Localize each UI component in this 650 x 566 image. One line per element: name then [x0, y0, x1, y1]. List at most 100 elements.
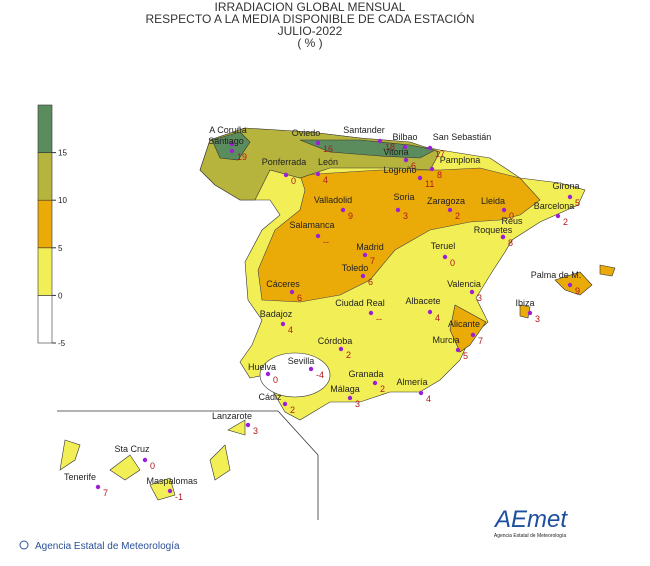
station-name: Granada — [348, 369, 383, 379]
station-name: Santander — [343, 125, 385, 135]
station-dot — [403, 157, 409, 163]
station-name: Cáceres — [266, 279, 300, 289]
station-dot — [418, 390, 424, 396]
station-dot — [338, 346, 344, 352]
station-name: Málaga — [330, 384, 360, 394]
legend-bin — [37, 199, 53, 249]
station-dot — [167, 488, 173, 494]
station-name: Alicante — [448, 319, 480, 329]
legend-bin — [37, 104, 53, 153]
station-name: Oviedo — [292, 128, 321, 138]
station-value: 7 — [103, 488, 108, 498]
station-value: 2 — [290, 405, 295, 415]
station-value: 7 — [370, 256, 375, 266]
logo: AEmet — [493, 506, 568, 533]
station-dot — [417, 175, 423, 181]
station-dot — [229, 141, 235, 147]
station-value: 18 — [385, 142, 395, 152]
station-name: Soria — [393, 192, 414, 202]
legend-tick-label: 10 — [58, 196, 67, 205]
station-dot — [340, 207, 346, 213]
station-dot — [429, 166, 435, 172]
map — [59, 127, 616, 501]
station-name: Girona — [552, 181, 579, 191]
station-value: 5 — [463, 351, 468, 361]
station-value: 3 — [355, 399, 360, 409]
station-name: Almería — [396, 377, 427, 387]
station-value: 2 — [346, 350, 351, 360]
legend-tick-label: 0 — [58, 291, 63, 300]
station-name: Valencia — [447, 279, 481, 289]
station-value: 7 — [478, 336, 483, 346]
station-dot — [567, 194, 573, 200]
station-dot — [283, 172, 289, 178]
header-line: ( % ) — [297, 36, 322, 50]
legend-tick-label: 15 — [58, 149, 67, 158]
station-dot — [455, 347, 461, 353]
station-name: Vitoria — [383, 147, 408, 157]
station-dot — [469, 289, 475, 295]
station-value: 4 — [288, 325, 293, 335]
station-dot — [280, 321, 286, 327]
station-name: Roquetes — [474, 225, 513, 235]
station-dot — [229, 148, 235, 154]
logo-caption: Agencia Estatal de Meteorología — [494, 533, 566, 539]
legend: 15 10 5 0 -5 — [37, 104, 67, 348]
station-dot — [362, 252, 368, 258]
station-dot — [442, 254, 448, 260]
station-value: 3 — [403, 211, 408, 221]
station-name: Badajoz — [260, 309, 293, 319]
station-value: -1 — [175, 492, 183, 502]
station-dot — [567, 282, 573, 288]
station-dot — [402, 144, 408, 150]
station-value: 5 — [575, 198, 580, 208]
station-name: Lleida — [481, 196, 505, 206]
station-dot — [368, 310, 374, 316]
station-value: 8 — [508, 238, 513, 248]
station-name: León — [318, 157, 338, 167]
station-name: Córdoba — [318, 336, 353, 346]
station-value: -- — [376, 314, 382, 324]
station-value: 19 — [237, 152, 247, 162]
station-name: Sevilla — [288, 356, 315, 366]
station-name: Huelva — [248, 362, 276, 372]
station-value: 11 — [425, 179, 434, 189]
copyright-icon — [19, 540, 29, 550]
station-name: Zaragoza — [427, 196, 465, 206]
station-value: 0 — [291, 176, 296, 186]
station-value: 0 — [450, 258, 455, 268]
station-dot — [555, 213, 561, 219]
station-value: 17 — [435, 149, 445, 159]
station-dot — [265, 371, 271, 377]
station-dot — [282, 401, 288, 407]
station-name: Toledo — [342, 263, 369, 273]
station-value: -4 — [316, 370, 324, 380]
station-name: Maspalomas — [146, 476, 198, 486]
station-value: 2 — [563, 217, 568, 227]
station-value: 0 — [273, 375, 278, 385]
station-name: Teruel — [431, 241, 456, 251]
station-name: Reus — [501, 216, 523, 226]
station-name: Palma de M. — [531, 270, 582, 280]
station-name: Tenerife — [64, 472, 96, 482]
station-name: Sta Cruz — [114, 444, 150, 454]
station-name: Ciudad Real — [335, 298, 385, 308]
station-dot — [289, 289, 295, 295]
station-dot — [142, 457, 148, 463]
station-dot — [95, 484, 101, 490]
legend-bin — [37, 247, 53, 296]
station-name: A Coruña — [209, 125, 247, 135]
station-value: 8 — [437, 170, 442, 180]
header-line: JULIO-2022 — [278, 24, 343, 38]
station-name: Santiago — [208, 136, 244, 146]
station-name: Albacete — [405, 296, 440, 306]
station-dot — [501, 207, 507, 213]
legend-bin — [37, 152, 53, 201]
station-dot — [315, 171, 321, 177]
station-dot — [395, 207, 401, 213]
station-value: 0 — [150, 461, 155, 471]
station-name: Bilbao — [392, 132, 417, 142]
station-value: 2 — [380, 384, 385, 394]
station-name: Cádiz — [258, 392, 282, 402]
